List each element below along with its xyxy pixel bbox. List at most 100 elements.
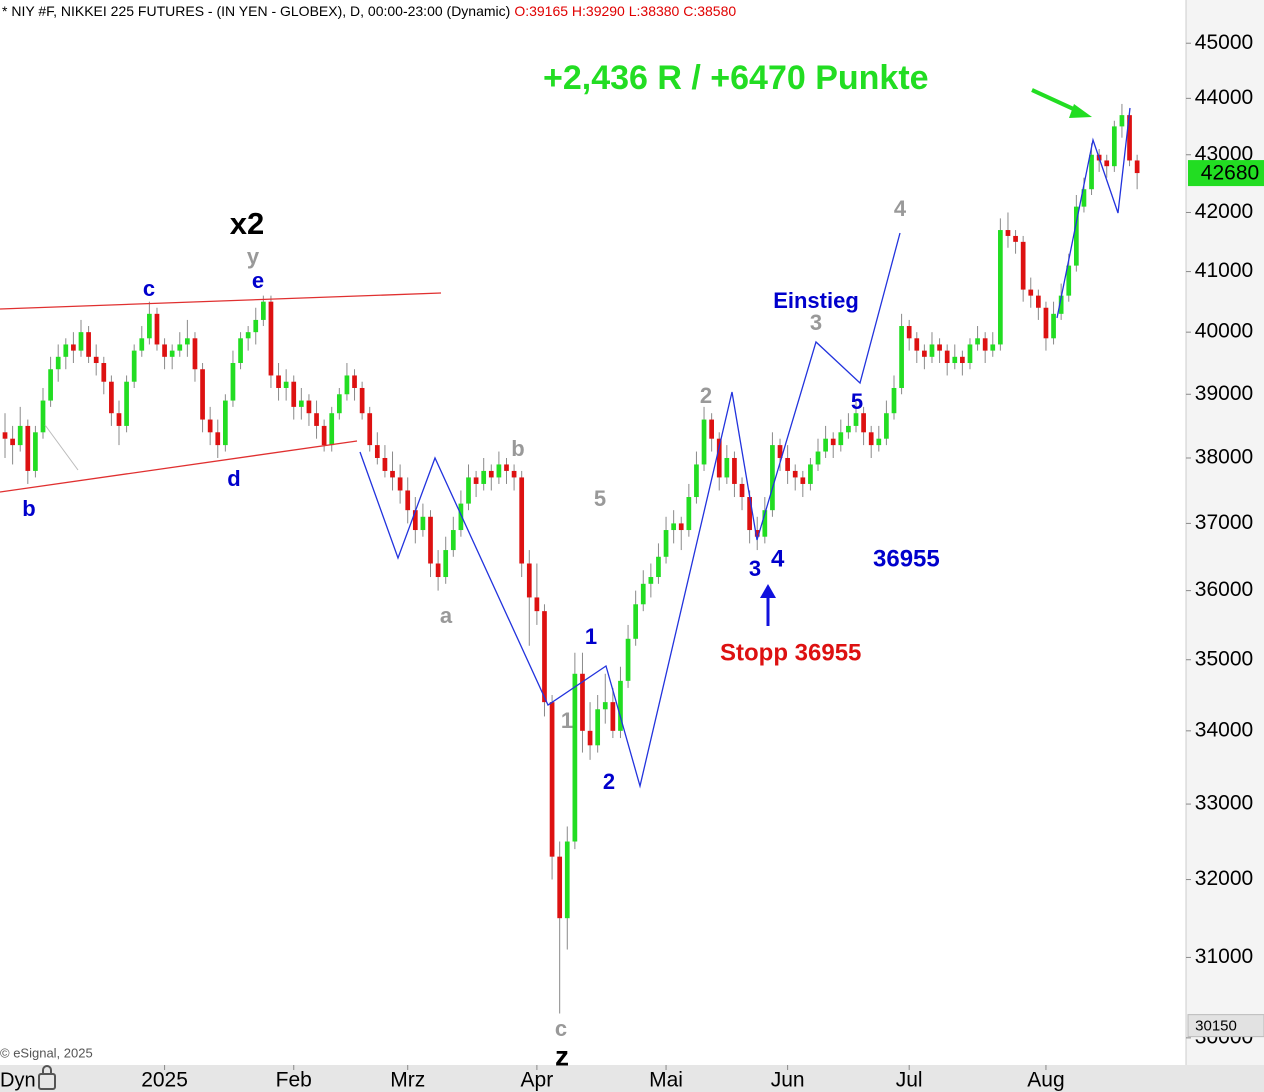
candle-body — [458, 503, 464, 531]
wave-drawings — [0, 88, 1131, 789]
candle-body — [754, 530, 760, 537]
x-tick-label: Jun — [771, 1069, 805, 1092]
header-title: * NIY #F, NIKKEI 225 FUTURES - (IN YEN -… — [2, 3, 510, 19]
annotation: z — [555, 1040, 569, 1071]
candle-body — [40, 400, 46, 433]
candle-body — [1036, 295, 1041, 308]
candle-body — [625, 638, 631, 681]
copyright: © eSignal, 2025 — [0, 1045, 93, 1060]
x-tick-label: Apr — [521, 1069, 554, 1092]
candle-body — [63, 344, 69, 357]
annotation: 2 — [700, 383, 712, 408]
candle-body — [853, 413, 859, 426]
candle-body — [587, 730, 593, 746]
candle-body — [93, 356, 99, 364]
candle-body — [990, 344, 996, 351]
candle-body — [260, 301, 266, 320]
annotation: 3 — [749, 556, 761, 581]
annotation: c — [143, 276, 155, 301]
y-tick-label: 41000 — [1195, 259, 1253, 282]
annotation: 1 — [561, 708, 573, 733]
candle-body — [230, 363, 236, 401]
annotation: b — [22, 496, 35, 521]
header-ohlc: O:39165 H:39290 L:38380 C:38580 — [514, 3, 736, 19]
y-tick-label: 32000 — [1195, 867, 1253, 890]
x-tick-label: Jul — [896, 1069, 923, 1092]
candle-body — [633, 604, 639, 639]
annotation: 3 — [810, 310, 822, 335]
y-tick-label: 33000 — [1195, 792, 1253, 815]
candle-body — [1081, 189, 1087, 207]
candle-body — [78, 332, 84, 351]
target-arrow-head — [1069, 104, 1092, 118]
candle-body — [298, 400, 304, 407]
candle-body — [1028, 289, 1034, 296]
candle-body — [390, 470, 395, 478]
footer-label: Dyn — [0, 1069, 36, 1091]
candle-body — [443, 550, 449, 578]
lock-icon — [38, 1065, 56, 1090]
candle-body — [595, 709, 601, 746]
candle-body — [709, 419, 714, 439]
candle-body — [86, 332, 91, 357]
candle-body — [648, 577, 654, 584]
candle-body — [473, 477, 479, 484]
annotation: 2 — [603, 769, 615, 794]
candle-body — [929, 344, 935, 357]
x-axis-panel — [0, 1065, 1264, 1092]
candle-body — [618, 680, 623, 731]
x-tick-label: 2025 — [141, 1069, 188, 1092]
candle-body — [1134, 160, 1140, 174]
annotation: a — [440, 603, 453, 628]
candle-body — [899, 326, 904, 388]
candle-body — [435, 563, 441, 578]
candle-body — [1005, 230, 1011, 236]
candle-body — [33, 432, 38, 471]
y-tick-label: 39000 — [1195, 382, 1253, 405]
candle-body — [131, 350, 137, 382]
candle-body — [314, 413, 319, 426]
candle-body — [25, 425, 31, 471]
candle-body — [162, 344, 167, 357]
candle-body — [245, 332, 251, 339]
candle-body — [792, 470, 798, 478]
candle-body — [200, 369, 205, 420]
candle-body — [724, 457, 730, 478]
annotation: c — [555, 1016, 567, 1041]
candle-body — [785, 457, 790, 471]
candle-body — [382, 457, 388, 471]
candle-body — [1119, 115, 1125, 127]
candle-body — [253, 319, 259, 333]
candle-body — [777, 445, 783, 458]
candle-body — [914, 338, 920, 351]
candle-body — [557, 856, 563, 919]
candle-body — [276, 375, 281, 388]
candle-body — [397, 477, 403, 491]
candle-body — [223, 400, 228, 446]
low-marker-box — [1187, 1014, 1264, 1038]
annotation: e — [252, 268, 264, 293]
target-arrow — [1031, 88, 1081, 114]
y-tick-label: 44000 — [1195, 86, 1253, 109]
annotation: d — [227, 466, 240, 491]
x-tick-label: Mrz — [390, 1069, 425, 1092]
x-tick-label: Aug — [1027, 1069, 1064, 1092]
annotation: y — [247, 244, 260, 269]
candle-body — [876, 438, 882, 446]
candle-body — [207, 419, 213, 433]
candle-body — [610, 702, 616, 731]
annotation: 5 — [851, 389, 863, 414]
annotation: x2 — [230, 206, 264, 241]
candle-body — [1127, 115, 1132, 161]
last-price-box — [1188, 160, 1264, 187]
candle-body — [329, 413, 335, 446]
candle-body — [967, 344, 973, 364]
candle-body — [48, 369, 53, 401]
last-price-label: 42680 — [1201, 162, 1259, 185]
candle-body — [359, 387, 365, 414]
candle-body — [937, 344, 942, 351]
y-tick-label: 42000 — [1195, 200, 1253, 223]
candle-body — [602, 702, 608, 710]
